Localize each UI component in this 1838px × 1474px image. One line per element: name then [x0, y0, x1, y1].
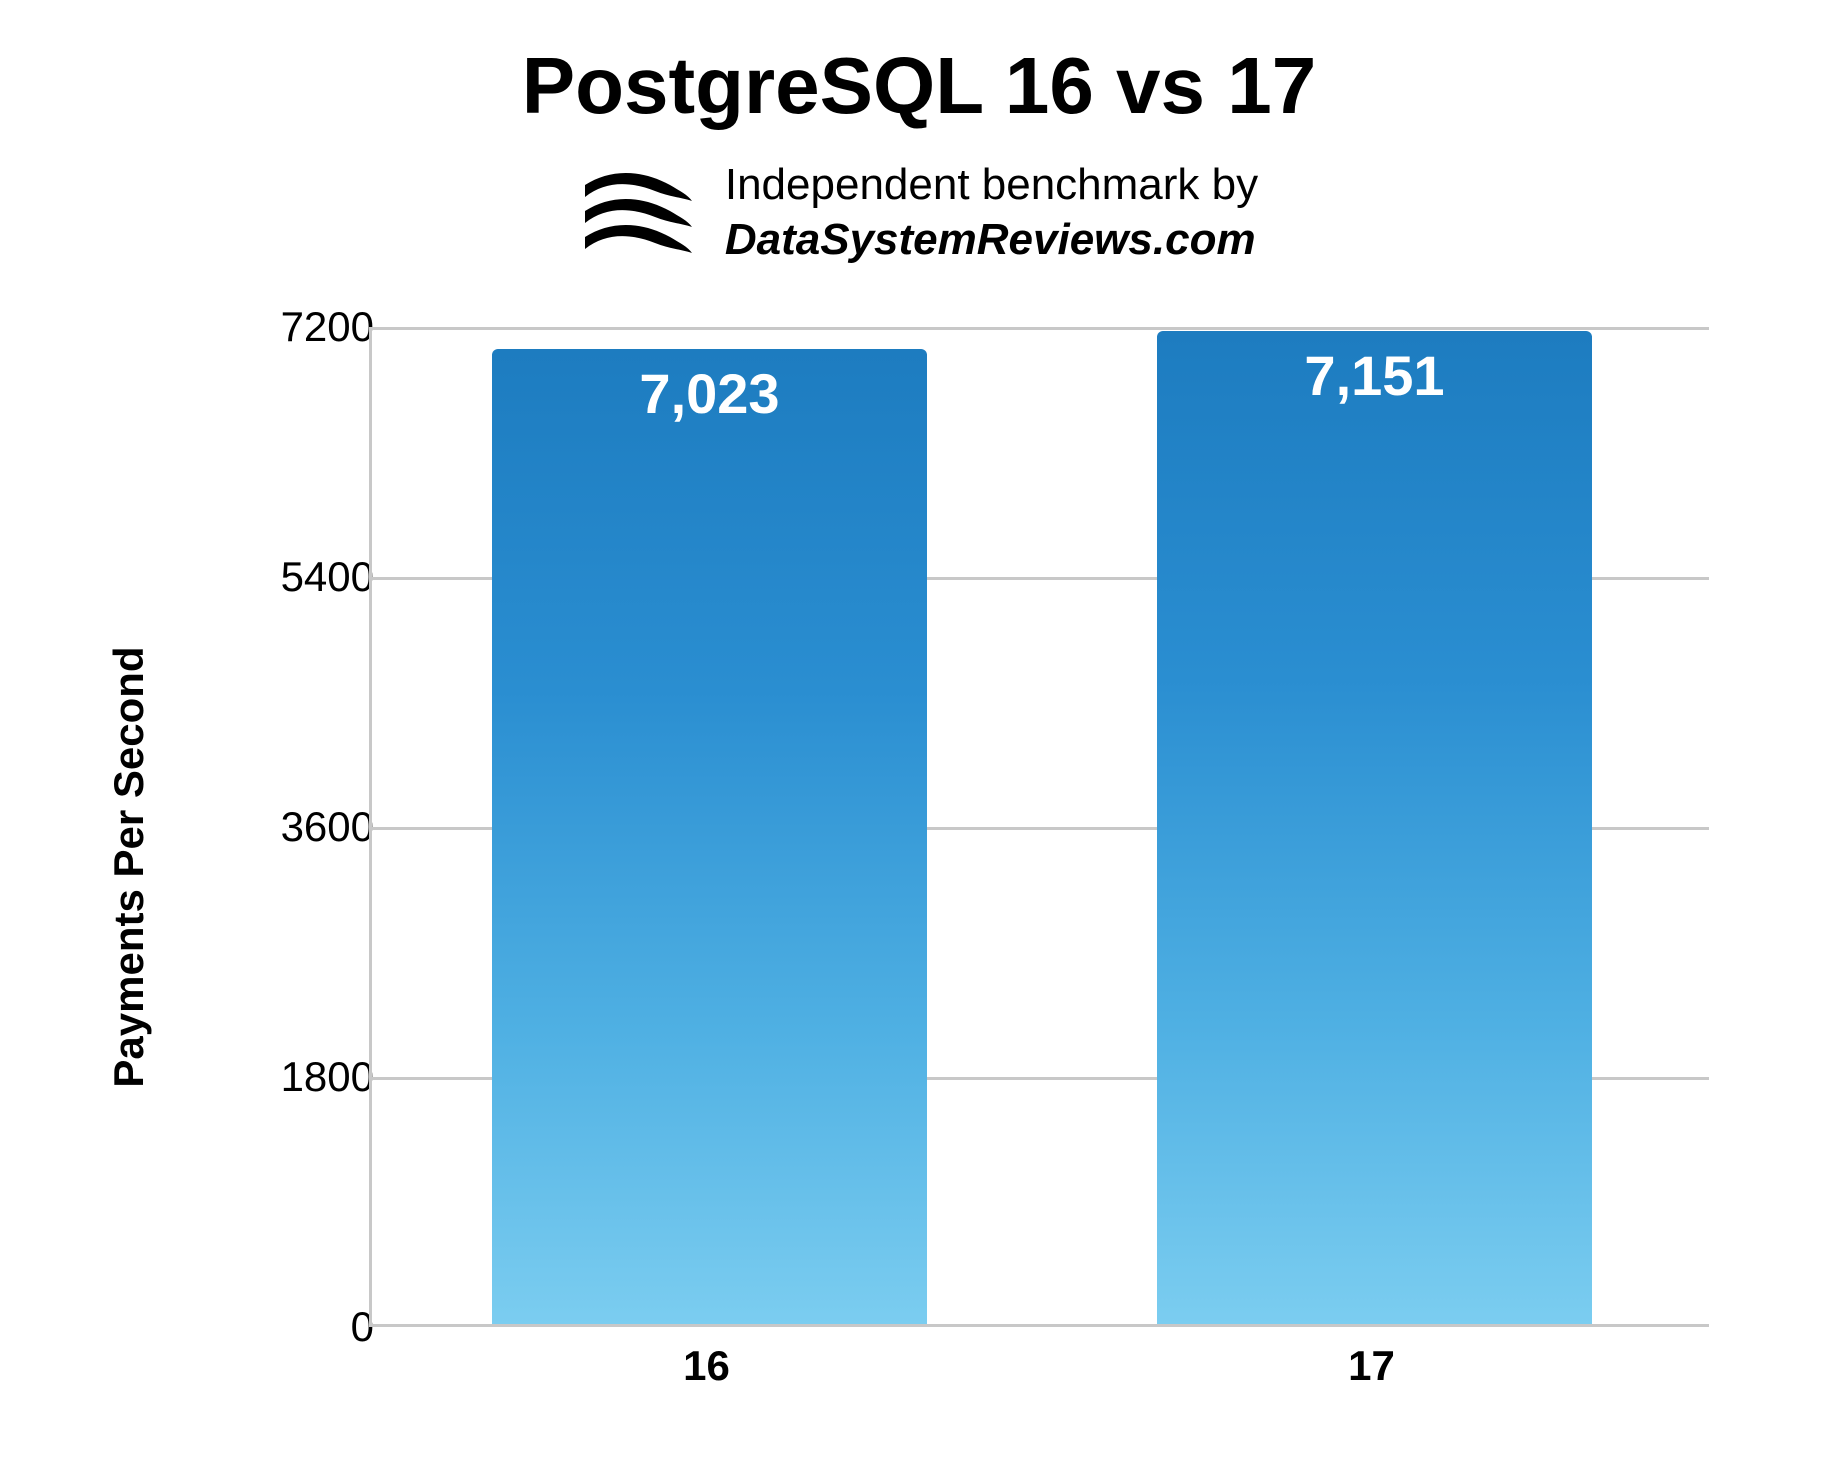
y-tick-label: 7200	[254, 303, 374, 351]
x-tick-label: 16	[489, 1342, 924, 1390]
wave-logo-icon	[580, 167, 695, 257]
bar-value-label: 7,023	[492, 361, 927, 426]
chart-title: PostgreSQL 16 vs 17	[522, 40, 1317, 132]
y-tick-label: 1800	[254, 1053, 374, 1101]
chart-container: PostgreSQL 16 vs 17 Independent benchmar…	[0, 0, 1838, 1474]
gridline	[372, 327, 1709, 330]
y-tick-label: 3600	[254, 803, 374, 851]
y-axis-label: Payments Per Second	[105, 646, 153, 1087]
y-tick-label: 5400	[254, 553, 374, 601]
x-tick-label: 17	[1154, 1342, 1589, 1390]
subtitle-line-1: Independent benchmark by	[725, 157, 1258, 212]
plot-area: 7,023 7,151	[369, 327, 1709, 1327]
bar-17: 7,151	[1157, 331, 1592, 1324]
bar-16: 7,023	[492, 349, 927, 1324]
subtitle-line-2: DataSystemReviews.com	[725, 212, 1258, 267]
subtitle-block: Independent benchmark by DataSystemRevie…	[580, 157, 1258, 267]
bar-value-label: 7,151	[1157, 343, 1592, 408]
chart-area: Payments Per Second 0 1800 3600 5400 720…	[109, 327, 1729, 1407]
y-tick-label: 0	[254, 1303, 374, 1351]
subtitle-text: Independent benchmark by DataSystemRevie…	[725, 157, 1258, 267]
